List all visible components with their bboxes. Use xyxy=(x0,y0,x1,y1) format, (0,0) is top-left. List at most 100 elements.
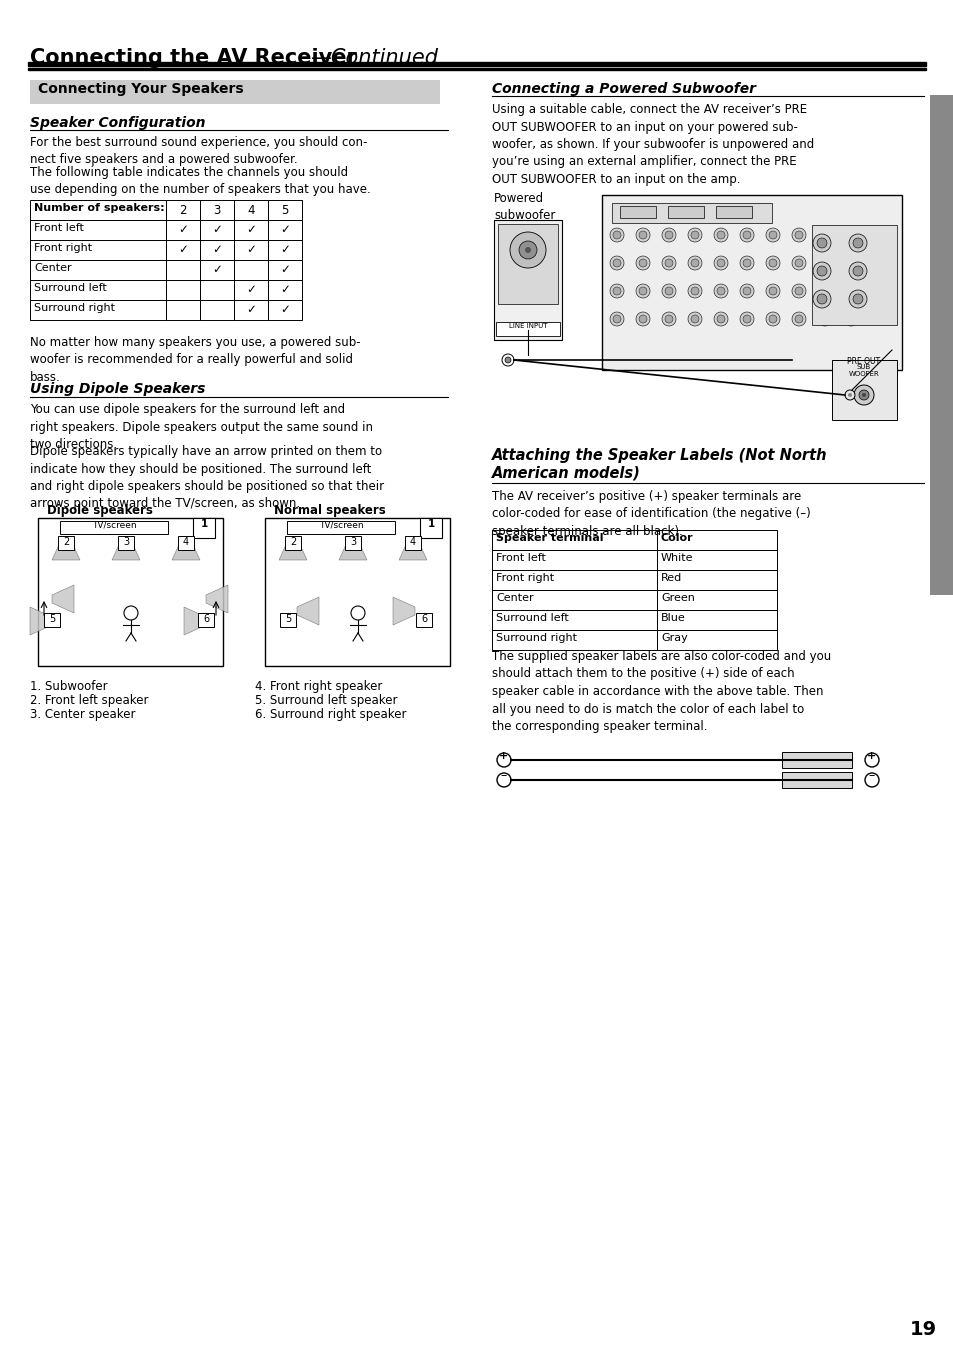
Text: SUB
WOOFER: SUB WOOFER xyxy=(848,364,879,377)
Text: Speaker terminal: Speaker terminal xyxy=(496,532,603,543)
Text: TV/screen: TV/screen xyxy=(91,520,136,530)
Circle shape xyxy=(812,235,830,252)
Bar xyxy=(198,613,213,627)
Text: ✓: ✓ xyxy=(280,244,290,256)
Text: Using a suitable cable, connect the AV receiver’s PRE
OUT SUBWOOFER to an input : Using a suitable cable, connect the AV r… xyxy=(492,102,814,186)
Circle shape xyxy=(609,284,623,298)
Circle shape xyxy=(609,228,623,243)
Text: 3: 3 xyxy=(213,204,220,217)
Circle shape xyxy=(852,266,862,276)
Text: Center: Center xyxy=(496,593,533,603)
Bar xyxy=(497,224,558,305)
Circle shape xyxy=(742,259,750,267)
Text: Powered
subwoofer: Powered subwoofer xyxy=(494,191,555,222)
Bar xyxy=(781,752,851,768)
Bar xyxy=(166,220,200,240)
Text: 5: 5 xyxy=(281,204,289,217)
Text: –: – xyxy=(868,770,874,782)
Bar xyxy=(405,537,420,550)
Circle shape xyxy=(817,228,831,243)
Text: Dipole speakers typically have an arrow printed on them to
indicate how they sho: Dipole speakers typically have an arrow … xyxy=(30,445,384,511)
Circle shape xyxy=(853,386,873,404)
Circle shape xyxy=(636,256,649,270)
Text: 3: 3 xyxy=(123,537,129,547)
Circle shape xyxy=(816,266,826,276)
Bar xyxy=(619,206,656,218)
Text: Connecting Your Speakers: Connecting Your Speakers xyxy=(38,82,243,96)
Bar xyxy=(601,195,901,369)
Bar xyxy=(30,260,166,280)
Circle shape xyxy=(613,259,620,267)
Text: Surround left: Surround left xyxy=(34,283,107,293)
Bar xyxy=(200,200,233,220)
Circle shape xyxy=(848,262,866,280)
Circle shape xyxy=(742,315,750,324)
Bar xyxy=(30,240,166,260)
Bar xyxy=(496,322,559,336)
Circle shape xyxy=(816,294,826,305)
Circle shape xyxy=(852,294,862,305)
Bar xyxy=(233,220,268,240)
Circle shape xyxy=(687,228,701,243)
Text: 3. Center speaker: 3. Center speaker xyxy=(30,708,135,721)
Bar xyxy=(265,518,450,666)
Bar xyxy=(58,537,74,550)
Bar xyxy=(166,260,200,280)
Bar xyxy=(200,301,233,319)
Polygon shape xyxy=(338,538,367,559)
Text: Surround left: Surround left xyxy=(496,613,568,623)
Text: 5: 5 xyxy=(285,613,291,624)
Text: Connecting the AV Receiver: Connecting the AV Receiver xyxy=(30,49,356,67)
Text: 2: 2 xyxy=(290,537,295,547)
Circle shape xyxy=(816,239,826,248)
Bar xyxy=(657,570,776,590)
Circle shape xyxy=(817,256,831,270)
Circle shape xyxy=(821,231,828,239)
Circle shape xyxy=(639,259,646,267)
Circle shape xyxy=(690,287,699,295)
Text: LINE INPUT: LINE INPUT xyxy=(508,324,547,329)
Circle shape xyxy=(664,231,672,239)
Text: Front right: Front right xyxy=(34,243,92,253)
Text: Gray: Gray xyxy=(660,634,687,643)
Circle shape xyxy=(821,259,828,267)
Bar xyxy=(492,611,657,630)
Text: Blue: Blue xyxy=(660,613,685,623)
Circle shape xyxy=(497,772,511,787)
Circle shape xyxy=(713,256,727,270)
Circle shape xyxy=(504,357,511,363)
Circle shape xyxy=(740,228,753,243)
Text: ✓: ✓ xyxy=(212,244,222,256)
Circle shape xyxy=(821,315,828,324)
Circle shape xyxy=(817,311,831,326)
Text: 4. Front right speaker: 4. Front right speaker xyxy=(254,679,382,693)
Text: ✓: ✓ xyxy=(246,303,255,317)
Bar xyxy=(166,200,200,220)
Circle shape xyxy=(613,231,620,239)
Text: 1: 1 xyxy=(200,519,208,528)
Bar xyxy=(178,537,193,550)
Circle shape xyxy=(858,390,868,400)
Text: Surround right: Surround right xyxy=(496,634,577,643)
Bar xyxy=(657,530,776,550)
Circle shape xyxy=(609,256,623,270)
Bar xyxy=(287,520,395,534)
Circle shape xyxy=(713,311,727,326)
Text: Center: Center xyxy=(34,263,71,274)
Text: ✓: ✓ xyxy=(246,244,255,256)
Text: Dipole speakers: Dipole speakers xyxy=(47,504,152,518)
Text: ✓: ✓ xyxy=(178,244,188,256)
Bar xyxy=(166,240,200,260)
Text: TV/screen: TV/screen xyxy=(318,520,363,530)
Text: 5. Surround left speaker: 5. Surround left speaker xyxy=(254,694,397,706)
Polygon shape xyxy=(52,585,74,613)
Circle shape xyxy=(846,315,854,324)
Text: ✓: ✓ xyxy=(246,283,255,297)
Polygon shape xyxy=(296,597,318,625)
Bar xyxy=(811,225,896,325)
Text: Connecting a Powered Subwoofer: Connecting a Powered Subwoofer xyxy=(492,82,755,96)
Circle shape xyxy=(765,256,780,270)
Circle shape xyxy=(497,754,511,767)
Bar xyxy=(494,220,561,340)
Circle shape xyxy=(852,239,862,248)
